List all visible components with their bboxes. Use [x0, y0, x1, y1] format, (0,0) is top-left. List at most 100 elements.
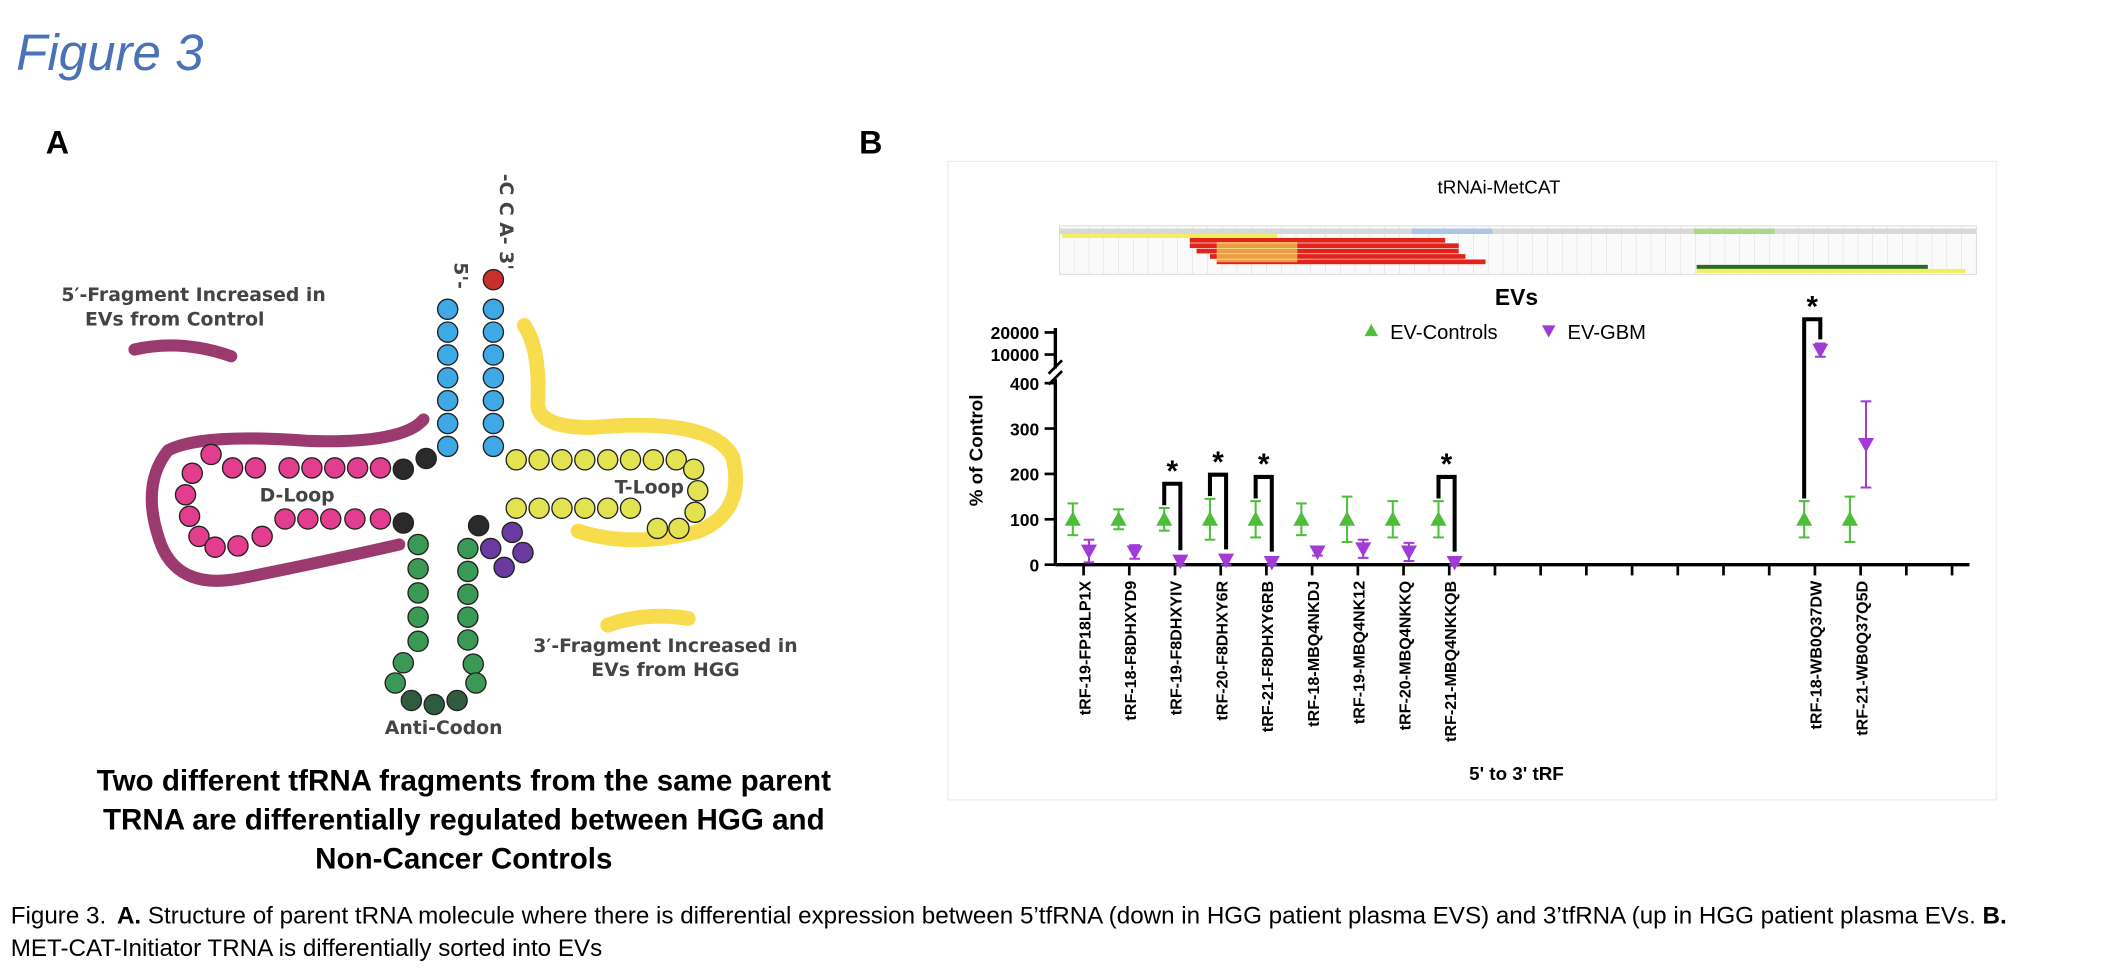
caption-line: Figure 3. A. Structure of parent tRNA mole… — [11, 903, 2007, 930]
data-point — [1339, 511, 1356, 526]
nucleotide — [619, 497, 642, 519]
nucleotide — [482, 268, 505, 291]
caption-part: Figure 3. — [11, 903, 106, 930]
panel-label: A — [46, 124, 69, 160]
diagram-label: D-Loop — [260, 485, 335, 506]
nucleotide — [346, 457, 369, 479]
caption-part: A. — [117, 903, 141, 930]
axis-break — [1047, 359, 1064, 375]
legend-label: EV-GBM — [1568, 322, 1646, 344]
alignment-strip — [1059, 225, 1977, 275]
nucleotide — [668, 517, 690, 540]
strip-row — [1209, 254, 1466, 259]
statement-line: TRNA are differentially regulated betwee… — [103, 804, 825, 837]
x-tick-label: tRF-20-MBQ4NKKQ — [1396, 581, 1414, 731]
diagram-label: 3′-Fragment Increased in — [533, 636, 797, 657]
caption-part: B. — [1983, 903, 2007, 930]
diagram-label: 5′-Fragment Increased in — [61, 285, 325, 306]
nucleotide — [407, 582, 429, 604]
caption-line: MET-CAT-Initiator TRNA is differentially… — [11, 935, 602, 962]
nucleotide — [479, 537, 502, 560]
nucleotide — [462, 653, 484, 675]
strip-row — [1059, 228, 1977, 234]
nucleotide — [181, 462, 204, 484]
nucleotide — [221, 457, 244, 479]
data-point — [1812, 343, 1829, 359]
nucleotide — [369, 457, 392, 479]
data-point — [1355, 542, 1372, 557]
nucleotide — [467, 514, 490, 537]
caption-part: Structure of parent tRNA molecule where … — [148, 903, 1976, 930]
nucleotide — [482, 321, 505, 343]
nucleotide — [323, 457, 346, 479]
nucleotide — [457, 537, 479, 560]
nucleotide — [392, 512, 415, 534]
nucleotide — [684, 501, 706, 523]
data-point — [1247, 511, 1264, 526]
nucleotide — [274, 508, 296, 530]
nucleotide — [436, 321, 459, 343]
statement-line: Non-Cancer Controls — [315, 842, 612, 875]
diagram-label: EVs from HGG — [591, 660, 739, 681]
data-point — [1384, 511, 1401, 526]
legend-label: EV-Controls — [1390, 322, 1498, 344]
strip-row — [1062, 233, 1278, 238]
data-point — [1796, 511, 1813, 526]
x-tick-label: tRF-19-MBQ4NK12 — [1351, 581, 1369, 724]
nucleotide — [407, 533, 429, 556]
nucleotide — [436, 367, 459, 389]
significance-label: * — [1167, 455, 1179, 488]
strip-row — [1189, 237, 1446, 243]
nucleotide — [251, 525, 273, 548]
nucleotide — [200, 443, 222, 466]
nucleotide — [505, 449, 528, 471]
strip-row — [1216, 242, 1298, 263]
nucleotide — [596, 497, 619, 519]
data-point — [1293, 511, 1310, 526]
nucleotide — [436, 412, 459, 435]
nucleotide — [528, 497, 550, 519]
nucleotide — [482, 298, 505, 320]
diagram-label: 5'- — [449, 262, 470, 289]
nucleotide — [596, 449, 619, 471]
diagram-label: Anti-Codon — [385, 718, 503, 739]
x-tick-label: tRF-19-F8DHXYIV — [1168, 581, 1186, 716]
data-point — [1218, 553, 1235, 569]
nucleotide — [686, 479, 709, 502]
nucleotide — [646, 517, 669, 540]
nucleotide — [574, 497, 596, 519]
nucleotide — [392, 652, 415, 674]
nucleotide — [188, 525, 210, 548]
nucleotide — [319, 508, 342, 530]
significance-label: * — [1441, 448, 1453, 481]
nucleotide — [482, 435, 505, 458]
nucleotide — [227, 535, 249, 557]
nucleotide — [407, 630, 429, 653]
nucleotide — [423, 693, 445, 716]
trna-diagram — [128, 268, 744, 716]
chart-title: tRNAi-MetCAT — [1438, 177, 1561, 198]
significance-bracket — [1162, 481, 1183, 551]
data-point — [1126, 545, 1143, 561]
x-tick-label: tRF-19-FP18LP1X — [1076, 581, 1094, 716]
nucleotide — [301, 457, 323, 479]
nucleotide — [384, 672, 407, 694]
fragment-curve — [128, 339, 238, 363]
data-point — [1430, 511, 1447, 526]
nucleotide — [204, 536, 226, 558]
nucleotide — [682, 458, 705, 480]
y-axis-label: % of Control — [966, 394, 987, 506]
legend-marker — [1364, 324, 1378, 337]
nucleotide — [457, 560, 479, 583]
nucleotide — [178, 505, 201, 528]
data-point — [1172, 554, 1189, 570]
legend-title: EVs — [1495, 284, 1538, 310]
y-tick-label: 0 — [1029, 555, 1039, 575]
statement-box — [76, 750, 851, 881]
significance-label: * — [1212, 446, 1224, 479]
nucleotide — [482, 367, 505, 389]
nucleotide — [457, 606, 479, 628]
nucleotide — [574, 449, 596, 471]
strip-row — [1196, 248, 1459, 254]
